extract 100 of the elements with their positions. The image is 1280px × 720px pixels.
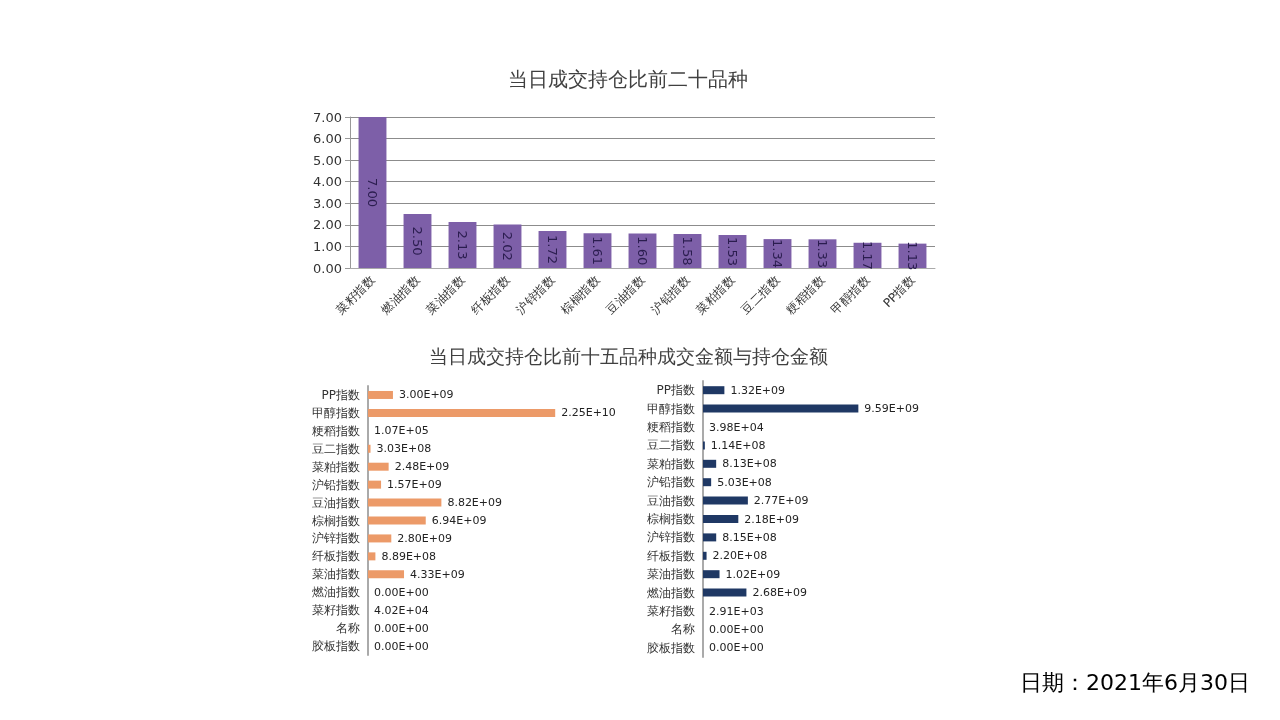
- chart-title: 当日成交持仓比前二十品种: [507, 66, 749, 93]
- text: 日期：2021年6月30日: [1020, 669, 1250, 697]
- text: 当日成交持仓比前十五品种成交金额与持仓金额: [427, 344, 829, 369]
- data-label: 2.20E+08: [712, 549, 768, 563]
- y-tick-label: 粳稻指数: [647, 420, 695, 434]
- y-tick-label: 豆二指数: [647, 438, 695, 453]
- x-tick-label: 豆二指数: [738, 273, 783, 317]
- y-tick-label: 豆油指数: [647, 493, 695, 508]
- data-label: 1.17: [860, 240, 875, 270]
- data-label: 2.18E+09: [744, 512, 799, 526]
- data-label: 2.80E+09: [397, 531, 452, 545]
- bar: [368, 408, 556, 417]
- y-tick-label: 粳稻指数: [312, 423, 360, 438]
- y-tick-label: 沪铅指数: [647, 475, 695, 490]
- y-tick-label: 7.00: [313, 109, 342, 125]
- data-label: 3.00E+09: [398, 388, 454, 402]
- y-tick-label: 沪锌指数: [312, 531, 360, 546]
- data-label: 2.25E+10: [561, 406, 616, 420]
- data-label: 5.03E+08: [717, 475, 772, 489]
- y-tick-label: 纤板指数: [312, 549, 360, 564]
- bar: [703, 404, 859, 413]
- x-tick-label: 豆油指数: [603, 273, 648, 317]
- data-label: 3.98E+04: [709, 420, 764, 434]
- bar: [368, 516, 426, 525]
- data-label: 2.91E+03: [709, 604, 764, 618]
- data-label: 0.00E+00: [374, 639, 429, 653]
- y-tick-label: 燃油指数: [647, 585, 695, 600]
- bar: [703, 386, 725, 395]
- y-tick-label: 菜油指数: [647, 567, 695, 582]
- bar: [368, 480, 382, 489]
- data-label: 7.00: [365, 178, 380, 207]
- y-tick-label: 名称: [671, 622, 695, 637]
- y-tick-label: 沪铅指数: [312, 477, 360, 492]
- bar: [703, 533, 717, 542]
- data-label: 8.82E+09: [447, 496, 503, 510]
- data-label: 2.77E+09: [753, 494, 809, 508]
- x-tick-label: 燃油指数: [378, 273, 423, 317]
- y-tick-label: 6.00: [313, 131, 342, 147]
- data-label: 8.15E+08: [722, 530, 777, 544]
- data-label: 1.72: [545, 234, 560, 264]
- y-tick-label: 5.00: [313, 152, 342, 168]
- data-label: 1.34: [770, 239, 785, 269]
- y-tick-label: PP指数: [656, 383, 695, 398]
- y-tick-label: 燃油指数: [312, 585, 360, 600]
- bar: [368, 570, 405, 579]
- data-label: 0.00E+00: [374, 585, 429, 599]
- data-label: 0.00E+00: [709, 641, 764, 655]
- x-tick-label: 甲醇指数: [828, 273, 873, 317]
- data-label: 1.13: [905, 241, 920, 271]
- bar: [703, 478, 712, 487]
- y-tick-label: 纤板指数: [647, 548, 695, 563]
- data-label: 4.33E+09: [410, 567, 465, 581]
- bar: [368, 534, 392, 543]
- bar: [703, 459, 717, 468]
- bar: [703, 515, 739, 523]
- data-label: 9.59E+09: [864, 402, 920, 416]
- data-label: 8.13E+08: [722, 457, 777, 471]
- y-tick-label: 0.00: [313, 260, 342, 276]
- y-tick-label: 棕榈指数: [647, 512, 695, 526]
- y-tick-label: 4.00: [313, 174, 342, 190]
- data-label: 4.02E+04: [374, 603, 429, 617]
- y-tick-label: 1.00: [313, 238, 342, 254]
- x-tick-label: 菜粕指数: [693, 273, 738, 317]
- y-tick-label: 菜籽指数: [647, 604, 695, 618]
- data-label: 3.03E+08: [376, 442, 432, 456]
- x-tick-label: 纤板指数: [468, 273, 513, 317]
- x-tick-label: 棕榈指数: [558, 273, 603, 317]
- data-label: 2.02: [500, 231, 515, 261]
- data-label: 2.13: [455, 230, 470, 260]
- y-tick-label: 豆二指数: [312, 441, 360, 456]
- data-label: 1.53: [725, 237, 740, 266]
- data-label: 2.68E+09: [752, 586, 808, 600]
- bar: [703, 570, 720, 579]
- y-tick-label: 菜粕指数: [647, 456, 695, 471]
- data-label: 1.32E+09: [730, 383, 786, 397]
- data-label: 1.33: [815, 239, 830, 269]
- bar: [368, 552, 376, 561]
- y-tick-label: 菜粕指数: [312, 459, 360, 474]
- y-tick-label: 菜籽指数: [312, 603, 360, 618]
- data-label: 2.50: [410, 226, 425, 256]
- data-label: 1.07E+05: [374, 424, 429, 438]
- bar: [368, 498, 442, 507]
- data-label: 0.00E+00: [374, 621, 429, 635]
- x-tick-label: 沪锌指数: [513, 273, 558, 317]
- data-label: 1.14E+08: [710, 438, 766, 452]
- y-tick-label: 3.00: [313, 195, 342, 211]
- y-tick-label: 2.00: [313, 217, 342, 233]
- bar: [368, 390, 393, 399]
- y-tick-label: 胶板指数: [647, 640, 695, 655]
- y-tick-label: 胶板指数: [312, 639, 360, 654]
- y-tick-label: 甲醇指数: [647, 401, 695, 416]
- x-tick-label: 粳稻指数: [783, 273, 828, 317]
- x-tick-label: PP指数: [880, 273, 918, 311]
- y-tick-label: 名称: [336, 621, 360, 636]
- bar: [703, 496, 748, 505]
- bar: [703, 588, 747, 597]
- y-tick-label: 豆油指数: [312, 495, 360, 510]
- data-label: 1.58: [680, 236, 695, 266]
- data-label: 0.00E+00: [709, 622, 764, 636]
- data-label: 1.02E+09: [725, 567, 781, 581]
